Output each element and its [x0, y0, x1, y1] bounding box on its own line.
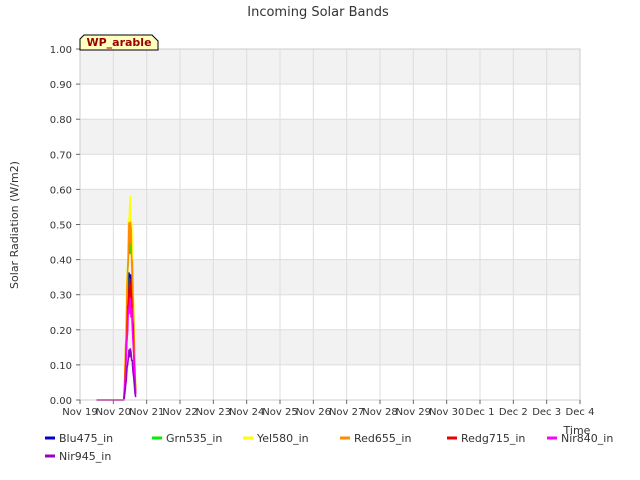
x-tick-label: Nov 26 — [296, 407, 331, 418]
x-tick-label: Nov 27 — [329, 407, 364, 418]
x-tick-label: Nov 19 — [62, 407, 97, 418]
x-tick-label: Nov 25 — [262, 407, 297, 418]
plot-band — [80, 119, 580, 155]
legend-label: Yel580_in — [256, 432, 309, 445]
plot-band — [80, 224, 580, 260]
plot-band — [80, 329, 580, 365]
x-tick-label: Dec 2 — [499, 407, 528, 418]
y-tick-label: 0.20 — [50, 326, 72, 337]
legend-label: Redg715_in — [461, 432, 525, 445]
plot-band — [80, 259, 580, 295]
legend-label: Grn535_in — [166, 432, 222, 445]
annotation-label: WP_arable — [86, 36, 151, 49]
x-tick-label: Nov 23 — [196, 407, 231, 418]
chart-title: Incoming Solar Bands — [247, 5, 389, 20]
x-tick-label: Dec 4 — [566, 407, 595, 418]
series-lines — [96, 196, 137, 401]
plot-band — [80, 49, 580, 85]
plot-band — [80, 364, 580, 400]
legend-label: Nir840_in — [561, 432, 613, 445]
y-tick-label: 1.00 — [50, 45, 72, 56]
annotation-box: WP_arable — [79, 34, 159, 51]
legend-label: Red655_in — [354, 432, 411, 445]
legend-label: Nir945_in — [59, 450, 111, 463]
plot-band — [80, 84, 580, 120]
plot-band — [80, 189, 580, 225]
y-tick-label: 0.60 — [50, 185, 72, 196]
x-axis-label: Time — [563, 424, 591, 437]
x-tick-label: Nov 24 — [229, 407, 264, 418]
plot-band — [80, 294, 580, 330]
y-tick-label: 0.00 — [50, 396, 72, 407]
x-tick-label: Nov 29 — [396, 407, 431, 418]
plot-background — [80, 49, 580, 400]
legend-label: Blu475_in — [59, 432, 113, 445]
x-tick-label: Dec 3 — [532, 407, 561, 418]
x-tick-label: Nov 21 — [129, 407, 164, 418]
y-tick-label: 0.70 — [50, 150, 72, 161]
y-tick-label: 0.50 — [50, 221, 72, 232]
y-tick-label: 0.10 — [50, 361, 72, 372]
legend: Blu475_in Grn535_in Yel580_in Red655_in Redg… — [45, 432, 613, 463]
x-tick-label: Dec 1 — [466, 407, 495, 418]
y-tick-label: 0.30 — [50, 291, 72, 302]
y-axis-label: Solar Radiation (W/m2) — [8, 161, 21, 289]
x-tick-label: Nov 28 — [362, 407, 397, 418]
x-tick-label: Nov 20 — [96, 407, 131, 418]
x-tick-label: Nov 22 — [162, 407, 197, 418]
y-tick-label: 0.40 — [50, 256, 72, 267]
plot-band — [80, 154, 580, 190]
y-tick-label: 0.80 — [50, 115, 72, 126]
y-axis-ticks: 0.00 0.10 0.20 0.30 0.40 0.50 0.60 0.70 0.80 0.90… — [50, 45, 80, 407]
y-tick-label: 0.90 — [50, 80, 72, 91]
x-tick-label: Nov 30 — [429, 407, 464, 418]
series-line-nir945_in — [96, 348, 137, 401]
